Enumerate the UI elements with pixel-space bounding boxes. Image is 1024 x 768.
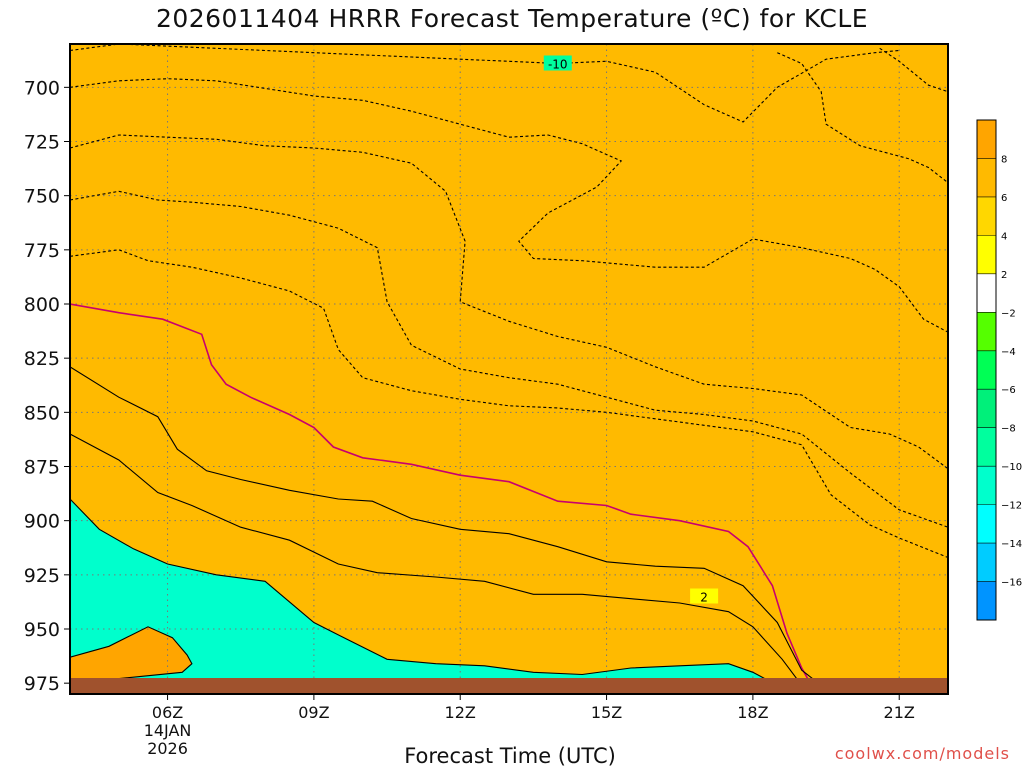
y-tick-label: 750: [24, 186, 60, 208]
colorbar-tick-label: −8: [1001, 424, 1016, 435]
colorbar-swatch: [977, 120, 996, 159]
plot-frame: [69, 43, 949, 695]
isotherm-lines: -10 2: [70, 44, 948, 686]
colorbar-swatch: [977, 158, 996, 198]
isotherm-line: [70, 433, 803, 686]
x-tick-label: 15Z: [591, 703, 622, 722]
isotherm-line: [70, 249, 948, 559]
colorbar-swatch: [977, 427, 996, 467]
colorbar-tick-label: −4: [1001, 347, 1016, 358]
y-tick-label: 725: [24, 132, 60, 154]
x-tick-sublabel: 14JAN: [144, 721, 192, 740]
fill-band-9: [70, 626, 192, 684]
isotherm-line: [70, 44, 900, 123]
isotherm-label-bg: [543, 55, 572, 71]
colorbar-swatch: [977, 581, 996, 621]
colorbar-swatch: [977, 389, 996, 428]
y-tick-label: 700: [24, 77, 60, 99]
x-tick-sublabel: 2026: [147, 739, 188, 758]
colorbar-tick-label: 2: [1001, 270, 1007, 281]
isotherm-line: [70, 498, 778, 686]
y-tick-label: 925: [24, 565, 60, 587]
isotherm-label: -10: [548, 58, 568, 72]
isotherm-line: [879, 47, 948, 93]
x-tick-label: 06Z: [152, 703, 183, 722]
temperature-fills: [70, 44, 948, 694]
y-tick-label: 850: [24, 402, 60, 424]
y-tick-label: 800: [24, 294, 60, 316]
colorbar-swatch: [977, 466, 996, 505]
ground-terrain: [70, 678, 948, 694]
x-tick-label: 12Z: [445, 703, 476, 722]
y-tick-label: 900: [24, 511, 60, 533]
colorbar-tick-label: 8: [1001, 154, 1007, 165]
isotherm-line: [70, 190, 948, 528]
x-axis-title: Forecast Time (UTC): [404, 744, 616, 768]
isotherm-line: [70, 366, 822, 686]
source-credit[interactable]: coolwx.com/models: [834, 744, 1010, 763]
colorbar-tick-label: −2: [1001, 308, 1016, 319]
isotherm-line: [70, 303, 813, 686]
colorbar-tick-label: −12: [1001, 501, 1022, 512]
colorbar-swatch: [977, 543, 996, 582]
colorbar-swatch: [977, 235, 996, 275]
isotherm-line: [70, 134, 948, 470]
y-tick-label: 875: [24, 457, 60, 479]
colorbar-swatch: [977, 273, 996, 313]
y-tick-label: 775: [24, 240, 60, 262]
x-tick-label: 18Z: [737, 703, 768, 722]
colorbar-tick-label: −14: [1001, 539, 1022, 550]
isotherm-label-bg: [690, 588, 719, 604]
isotherm-label: 2: [700, 591, 708, 605]
y-axis: 700 725 750 775 800 825 850 875 900 925 950 975: [24, 77, 70, 695]
colorbar-tick-label: 4: [1001, 231, 1007, 242]
colorbar-swatch: [977, 312, 996, 352]
colorbar-tick-label: −10: [1001, 462, 1022, 473]
colorbar-frame: [976, 119, 997, 621]
colorbar-tick-label: −6: [1001, 385, 1016, 396]
colorbar-swatch: [977, 196, 996, 236]
y-tick-label: 825: [24, 348, 60, 370]
y-tick-label: 975: [24, 673, 60, 695]
colorbar-tick-label: 6: [1001, 193, 1007, 204]
y-tick-label: 950: [24, 619, 60, 641]
colorbar: 8 6 4 2 −2 −4 −6 −8 −10 −12 −14 −16: [976, 119, 1022, 621]
chart-title: 2026011404 HRRR Forecast Temperature (ºC…: [155, 4, 869, 33]
x-tick-label: 09Z: [298, 703, 329, 722]
colorbar-swatch: [977, 350, 996, 390]
colorbar-swatch: [977, 504, 996, 544]
colorbar-tick-label: −16: [1001, 578, 1022, 589]
isotherm-line: [70, 78, 948, 333]
x-tick-label: 21Z: [884, 703, 915, 722]
